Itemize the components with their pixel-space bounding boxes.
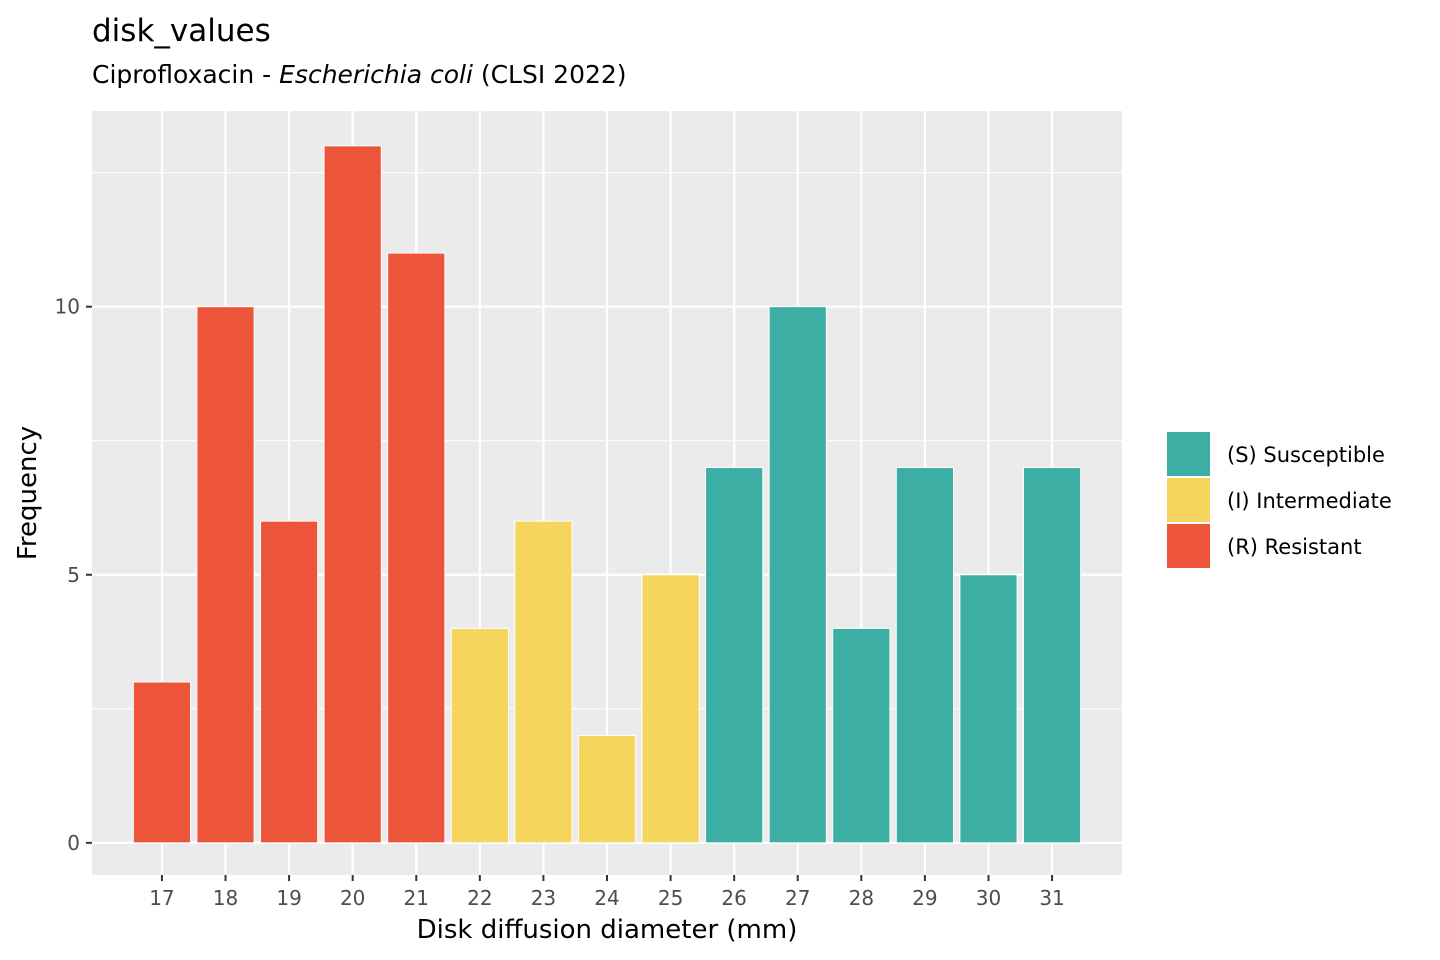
x-tick-label: 31 [1039,886,1064,910]
x-tick-label: 20 [340,886,365,910]
bar-24 [577,735,637,844]
x-tick-label: 23 [531,886,556,910]
bars [132,145,1082,844]
x-axis: 17 18 19 20 21 22 23 24 25 26 27 28 29 30 31 [149,875,1065,910]
x-tick-label: 29 [912,886,937,910]
x-tick-label: 30 [976,886,1001,910]
legend-key-R [1167,524,1210,568]
legend: (S) Susceptible (I) Intermediate (R) Resis… [1167,432,1392,568]
chart-subtitle: Ciprofloxacin - Escherichia coli (CLSI 2… [92,60,627,89]
x-tick-label: 26 [721,886,746,910]
x-axis-title: Disk diffusion diameter (mm) [417,915,798,945]
x-tick-label: 28 [849,886,874,910]
x-tick-label: 22 [467,886,492,910]
bar-20 [323,145,382,844]
subtitle-antibiotic: Ciprofloxacin - [92,60,279,89]
bar-28 [832,627,891,844]
x-tick-label: 27 [785,886,810,910]
bar-21 [387,252,446,844]
bar-29 [895,467,955,844]
subtitle-organism: Escherichia coli [279,60,473,89]
x-tick-label: 18 [213,886,238,910]
y-tick-label: 5 [67,563,80,587]
bar-25 [641,574,700,844]
x-tick-label: 21 [404,886,429,910]
y-tick-label: 10 [55,295,80,319]
y-tick-label: 0 [67,831,80,855]
subtitle-guideline: (CLSI 2022) [473,60,627,89]
x-tick-label: 25 [658,886,683,910]
y-axis: 0 5 10 [55,295,92,855]
bar-17 [132,681,192,844]
bar-22 [450,627,509,844]
bar-19 [259,520,319,844]
legend-key-I [1167,478,1210,522]
bar-30 [959,574,1018,844]
bar-26 [705,467,764,844]
bar-31 [1022,467,1082,844]
x-tick-label: 19 [276,886,301,910]
legend-key-S [1167,432,1210,476]
x-tick-label: 24 [594,886,619,910]
bar-27 [768,306,827,844]
x-tick-label: 17 [149,886,174,910]
legend-label-R: (R) Resistant [1227,535,1362,559]
chart-title: disk_values [92,13,271,49]
bar-18 [196,306,255,844]
y-axis-title: Frequency [13,426,43,560]
legend-label-I: (I) Intermediate [1227,489,1392,513]
bar-23 [514,520,573,844]
legend-label-S: (S) Susceptible [1227,443,1385,467]
